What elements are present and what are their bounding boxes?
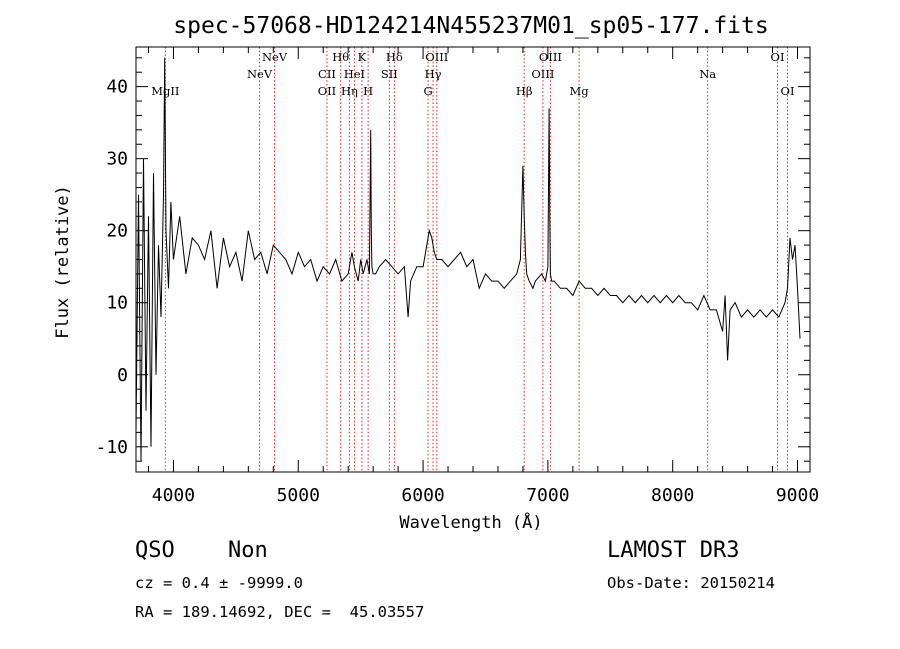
reference-line-label: Hη bbox=[341, 84, 358, 98]
reference-line-label: Mg bbox=[570, 84, 590, 98]
reference-line-label: CII bbox=[318, 67, 336, 81]
y-tick-label: 20 bbox=[106, 221, 128, 242]
x-tick-label: 5000 bbox=[277, 485, 320, 506]
observation-date: Obs-Date: 20150214 bbox=[607, 574, 775, 592]
x-axis: 4000 5000 6000 7000 8000 9000 bbox=[147, 47, 819, 506]
reference-line-label: SII bbox=[381, 67, 398, 81]
x-axis-label: Wavelength (Å) bbox=[399, 511, 542, 533]
reference-line-label: OIII bbox=[425, 50, 448, 64]
y-tick-label: 40 bbox=[106, 77, 128, 98]
reference-line-label: OI bbox=[771, 50, 785, 64]
y-axis: -10 0 10 20 30 40 bbox=[95, 57, 810, 462]
reference-lines bbox=[164, 47, 789, 472]
reference-line-label: OII bbox=[318, 84, 337, 98]
reference-line-label: NeV bbox=[247, 67, 273, 81]
x-tick-label: 8000 bbox=[651, 485, 694, 506]
reference-line-label: Hγ bbox=[425, 67, 442, 81]
reference-line-label: Hβ bbox=[516, 84, 533, 98]
x-tick-label: 7000 bbox=[526, 485, 569, 506]
reference-line-labels: MgIINeVNeVOIICIIHθHηHeIKHSIIHδGHγOIIIHβO… bbox=[151, 50, 794, 98]
x-tick-label: 6000 bbox=[401, 485, 444, 506]
y-axis-label: Flux (relative) bbox=[53, 185, 73, 339]
object-class: QSO bbox=[135, 538, 175, 563]
reference-line-label: Hθ bbox=[332, 50, 349, 64]
y-tick-label: 30 bbox=[106, 149, 128, 170]
object-subclass: Non bbox=[228, 538, 268, 563]
redshift-value: cz = 0.4 ± -9999.0 bbox=[135, 574, 303, 592]
y-tick-label: 0 bbox=[117, 365, 128, 386]
reference-line-label: OI bbox=[781, 84, 795, 98]
survey-name: LAMOST DR3 bbox=[607, 538, 740, 563]
chart-title: spec-57068-HD124214N455237M01_sp05-177.f… bbox=[173, 13, 768, 39]
reference-line-label: OIII bbox=[539, 50, 562, 64]
reference-line-label: HeI bbox=[344, 67, 365, 81]
reference-line-label: H bbox=[363, 84, 373, 98]
y-tick-label: -10 bbox=[95, 437, 128, 458]
reference-line-label: Na bbox=[699, 67, 716, 81]
reference-line-label: G bbox=[423, 84, 432, 98]
x-tick-label: 9000 bbox=[776, 485, 819, 506]
spectrum-line bbox=[135, 57, 801, 462]
x-tick-label: 4000 bbox=[152, 485, 195, 506]
reference-line-label: OIII bbox=[531, 67, 554, 81]
coordinates: RA = 189.14692, DEC = 45.03557 bbox=[135, 603, 425, 621]
reference-line-label: NeV bbox=[262, 50, 288, 64]
reference-line-label: K bbox=[358, 50, 367, 64]
y-tick-label: 10 bbox=[106, 293, 128, 314]
reference-line-label: Hδ bbox=[386, 50, 403, 64]
